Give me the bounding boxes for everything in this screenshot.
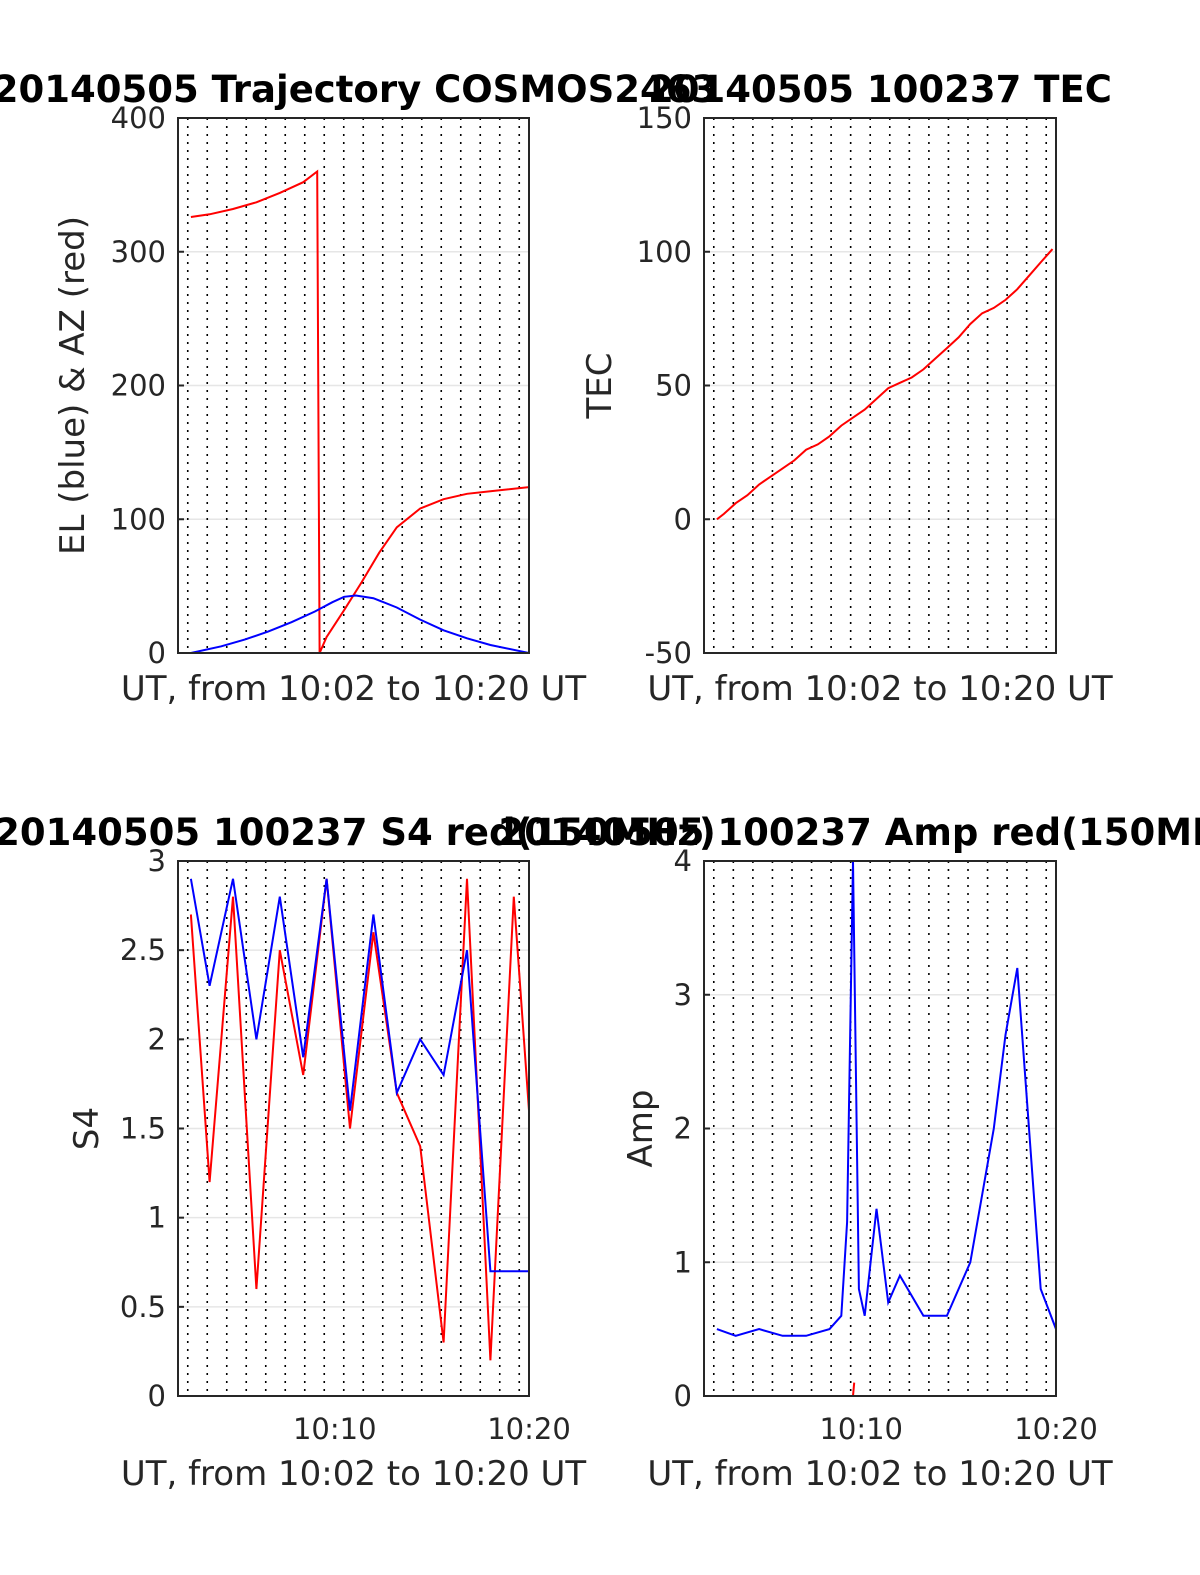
x-axis-label: UT, from 10:02 to 10:20 UT (121, 669, 587, 709)
y-tick-label: 100 (111, 502, 166, 536)
y-axis-label: TEC (580, 353, 620, 420)
y-tick-label: 2.5 (120, 933, 166, 967)
amp-series-0 (852, 1382, 856, 1396)
panel-title: 20140505 100237 TEC (648, 68, 1112, 111)
y-axis-label: Amp (621, 1090, 661, 1168)
panel-title: 20140505 100237 S4 red(150MHz) (0, 811, 716, 854)
y-tick-label: 200 (111, 369, 166, 403)
x-tick-label: 10:10 (293, 1412, 377, 1446)
x-tick-label: 10:10 (819, 1412, 903, 1446)
y-tick-label: 300 (111, 235, 166, 269)
y-tick-label: 100 (637, 235, 692, 269)
panel-title: 20140505 100237 Amp red(150MHz) (499, 811, 1200, 854)
y-tick-label: 2 (674, 1112, 692, 1146)
y-tick-label: 0.5 (120, 1290, 166, 1324)
y-tick-label: 150 (637, 101, 692, 135)
y-tick-label: -50 (645, 636, 692, 670)
y-tick-label: 400 (111, 101, 166, 135)
tec-series-0 (716, 248, 1054, 521)
trajectory-series-0 (190, 169, 529, 653)
x-axis-label: UT, from 10:02 to 10:20 UT (647, 1454, 1113, 1494)
y-tick-label: 50 (655, 369, 692, 403)
y-tick-label: 1.5 (120, 1112, 166, 1146)
x-axis-label: UT, from 10:02 to 10:20 UT (647, 669, 1113, 709)
x-tick-label: 10:20 (1014, 1412, 1098, 1446)
y-tick-label: 3 (674, 978, 692, 1012)
s4-series-0 (189, 878, 529, 1361)
panel-title: 20140505 Trajectory COSMOS2463 (0, 68, 717, 111)
y-tick-label: 3 (148, 844, 166, 878)
y-tick-label: 0 (674, 1379, 692, 1413)
y-tick-label: 0 (148, 1379, 166, 1413)
y-tick-label: 2 (148, 1022, 166, 1056)
x-tick-label: 10:20 (487, 1412, 571, 1446)
y-tick-label: 1 (674, 1245, 692, 1279)
amp-panel: 0 1 2 3 4 10:10 10:20 20140505 100237 Amp red(1… (499, 811, 1200, 1494)
y-tick-label: 1 (148, 1201, 166, 1235)
y-tick-label: 4 (674, 844, 692, 878)
s4-panel: 0 0.5 1 1.5 2 2.5 3 10:10 10:20 20140505 100237 S… (0, 811, 716, 1494)
y-tick-label: 0 (674, 502, 692, 536)
x-axis-label: UT, from 10:02 to 10:20 UT (121, 1454, 587, 1494)
y-axis-label: S4 (67, 1107, 107, 1150)
amp-series-1 (716, 861, 1056, 1337)
s4-series-1 (189, 878, 529, 1273)
trajectory-series-1 (190, 594, 529, 653)
y-axis-label: EL (blue) & AZ (red) (53, 216, 93, 555)
y-tick-label: 0 (148, 636, 166, 670)
